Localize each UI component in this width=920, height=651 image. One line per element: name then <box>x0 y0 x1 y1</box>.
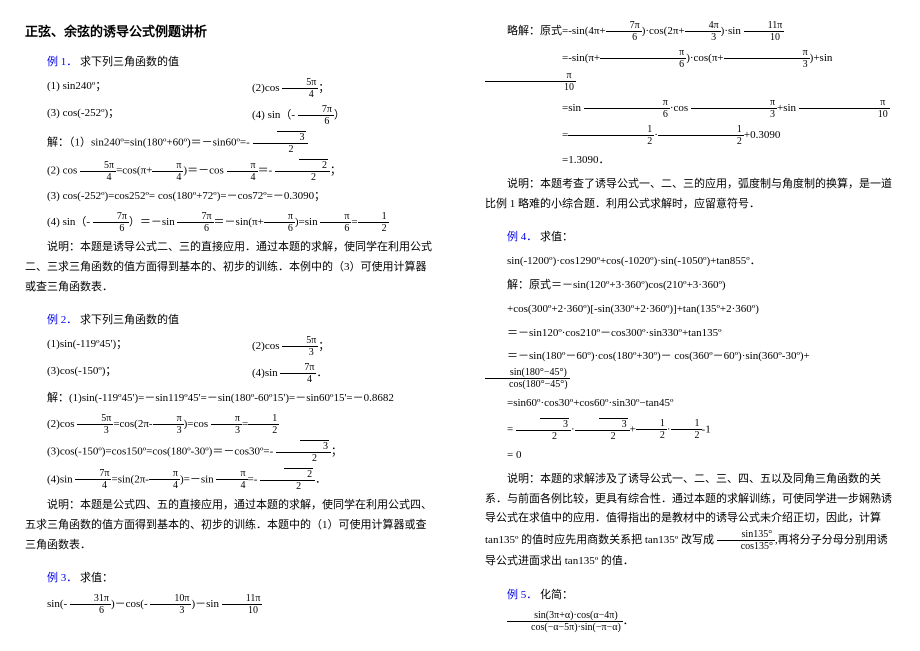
ex2-label: 例 2． <box>47 314 77 326</box>
right-column: 略解：原式=-sin(4π+7π6)·cos(2π+4π3)·sin 11π10… <box>460 0 920 651</box>
ex3-prompt: 求值： <box>80 572 113 584</box>
ex5-prompt: 化简： <box>540 589 573 601</box>
ex5-heading: 例 5． 化简： <box>485 586 895 606</box>
ex2-sol2: (2)cos 5π3=cos(2π-π3)=cos π3=12 <box>25 413 435 436</box>
ex1-item1: (1) sin240º； <box>25 77 230 100</box>
ex3-heading: 例 3． 求值： <box>25 569 435 589</box>
ex1-sol2: (2) cos 5π4=cos(π+π4)＝－cos π4＝- 22； <box>25 159 435 183</box>
ex1-item3: (3) cos(-252º)； <box>25 104 230 127</box>
ex2-sol4: (4)sin 7π4=sin(2π-π4)=－sin π4=- 22． <box>25 468 435 492</box>
ex1-prompt: 求下列三角函数的值 <box>80 56 179 68</box>
r1: 略解：原式=-sin(4π+7π6)·cos(2π+4π3)·sin 11π10 <box>485 20 895 43</box>
ex1-item4: (4) sin（- 7π6） <box>230 104 435 127</box>
ex1-heading: 例 1． 求下列三角函数的值 <box>25 53 435 73</box>
r-explain2: 说明：本题的求解涉及了诱导公式一、二、三、四、五以及同角三角函数的关系．与前面各… <box>485 470 895 572</box>
ex4-s6: =sin60º·cos30º+cos60º·sin30º−tan45º <box>485 394 895 414</box>
ex4-s3: +cos(300º+2·360º)[-sin(330º+2·360º)]+tan… <box>485 300 895 320</box>
ex2-item4: (4)sin 7π4． <box>230 362 435 385</box>
ex1-sol4: (4) sin（- 7π6）＝－sin 7π6＝－sin(π+π6)=sin π… <box>25 211 435 234</box>
ex2-item2: (2)cos 5π3； <box>230 335 435 358</box>
ex4-s2: 解：原式＝－sin(120º+3·360º)cos(210º+3·360º) <box>485 276 895 296</box>
main-title: 正弦、余弦的诱导公式例题讲析 <box>25 20 435 43</box>
ex2-heading: 例 2． 求下列三角函数的值 <box>25 311 435 331</box>
ex1-item2: (2)cos 5π4； <box>230 77 435 100</box>
ex1-items: (1) sin240º； (2)cos 5π4； (3) cos(-252º)；… <box>25 77 435 131</box>
ex1-sol1: 解：（1）sin240º=sin(180º+60º)＝－sin60º=- 32 <box>25 131 435 155</box>
ex5-label: 例 5． <box>507 589 537 601</box>
ex4-prompt: 求值： <box>540 231 573 243</box>
ex1-label: 例 1． <box>47 56 77 68</box>
ex4-s4: ＝－sin120º·cos210º－cos300º·sin330º+tan135… <box>485 324 895 344</box>
r2: =-sin(π+π6)·cos(π+π3)+sin π10 <box>485 47 895 93</box>
ex3-label: 例 3． <box>47 572 77 584</box>
ex2-sol1: 解：(1)sin(-119º45')=－sin119º45'=－sin(180º… <box>25 389 435 409</box>
ex4-s1: sin(-1200º)·cos1290º+cos(-1020º)·sin(-10… <box>485 252 895 272</box>
ex2-prompt: 求下列三角函数的值 <box>80 314 179 326</box>
ex2-sol3: (3)cos(-150º)=cos150º=cos(180º-30º)＝－cos… <box>25 440 435 464</box>
ex4-label: 例 4． <box>507 231 537 243</box>
ex5-expr: sin(3π+α)·cos(α−4π)cos(−α−5π)·sin(−π−α)． <box>485 610 895 633</box>
ex3-expr: sin(- 31π6)－cos(- 10π3)－sin 11π10 <box>25 593 435 616</box>
ex4-s5: ＝－sin(180º－60º)·cos(180º+30º)－ cos(360º－… <box>485 347 895 390</box>
ex2-item1: (1)sin(-119º45')； <box>25 335 230 358</box>
r3: =sin π6·cos π3+sin π10 <box>485 97 895 120</box>
r4: =12·12+0.3090 <box>485 124 895 147</box>
ex1-explain: 说明：本题是诱导公式二、三的直接应用．通过本题的求解，使同学在利用公式二、三求三… <box>25 238 435 297</box>
ex4-heading: 例 4． 求值： <box>485 228 895 248</box>
ex2-item3: (3)cos(-150º)； <box>25 362 230 385</box>
ex4-s7: = 32·32+12·12-1 <box>485 418 895 442</box>
ex4-s8: = 0 <box>485 446 895 466</box>
r5: =1.3090． <box>485 151 895 171</box>
ex1-sol3: (3) cos(-252º)=cos252º= cos(180º+72º)=－c… <box>25 187 435 207</box>
ex2-items: (1)sin(-119º45')； (2)cos 5π3； (3)cos(-15… <box>25 335 435 389</box>
left-column: 正弦、余弦的诱导公式例题讲析 例 1． 求下列三角函数的值 (1) sin240… <box>0 0 460 651</box>
r-explain1: 说明：本题考查了诱导公式一、二、三的应用，弧度制与角度制的换算，是一道比例 1 … <box>485 175 895 215</box>
ex2-explain: 说明：本题是公式四、五的直接应用，通过本题的求解，使同学在利用公式四、五求三角函… <box>25 496 435 555</box>
